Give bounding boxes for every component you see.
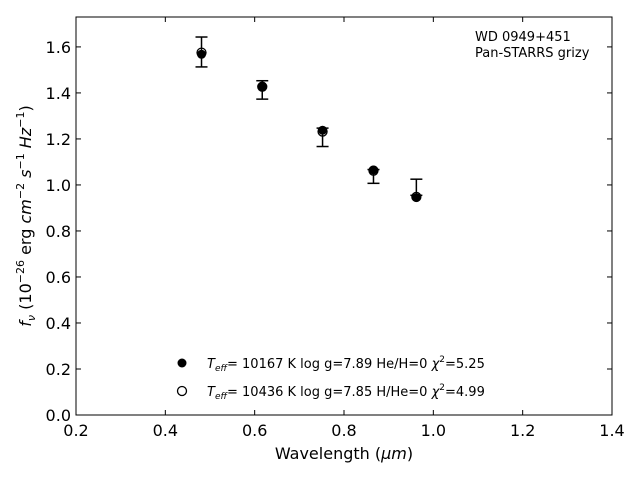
y-tick-label: 0.8 (46, 222, 71, 241)
model-point-filled (368, 165, 378, 175)
x-tick-label: 1.4 (599, 421, 624, 440)
model-point-open (411, 191, 422, 203)
data-points (196, 47, 422, 203)
legend-entry-open: Teff= 10436 K log g=7.85 H/He=0 χ2=4.99 (207, 383, 485, 402)
survey-annotation: Pan-STARRS grizy (475, 46, 590, 61)
x-tick-label: 0.8 (331, 421, 356, 440)
y-tick-label: 0.6 (46, 268, 71, 287)
y-tick-label: 0.4 (46, 314, 71, 333)
axes-frame (75, 16, 613, 416)
y-tick-label: 1.6 (46, 38, 71, 57)
y-tick-label: 1.4 (46, 84, 71, 103)
legend-entry-filled: Teff= 10167 K log g=7.89 He/H=0 χ2=5.25 (207, 355, 485, 374)
error-bars (195, 36, 423, 197)
y-tick-label: 1.2 (46, 130, 71, 149)
y-tick-label: 0.2 (46, 360, 71, 379)
x-tick-label: 0.4 (153, 421, 178, 440)
x-axis-title: Wavelength (μm) (275, 444, 413, 463)
x-tick-label: 0.6 (242, 421, 267, 440)
model-point-open (196, 47, 207, 58)
model-point-filled (411, 193, 421, 203)
y-tick-label: 0.0 (46, 406, 71, 425)
target-name-annotation: WD 0949+451 (475, 30, 571, 45)
legend-marker-filled (177, 358, 187, 368)
plot-frame (75, 16, 613, 416)
x-tick-label: 1.0 (421, 421, 446, 440)
x-tick-label: 0.2 (63, 421, 88, 440)
axis-ticks: 0.2 0.4 0.6 0.8 1.0 1.2 1.40.00.20.40.60.81.01… (46, 17, 625, 440)
model-point-open (368, 165, 379, 176)
y-axis-title: fν (10−26 erg cm−2 s−1 Hz−1) (14, 105, 38, 326)
model-point-open (257, 81, 268, 92)
y-tick-label: 1.0 (46, 176, 71, 195)
legend-marker-open (176, 385, 188, 397)
model-point-open (317, 126, 328, 137)
x-tick-label: 1.2 (510, 421, 535, 440)
legend: Teff= 10167 K log g=7.89 He/H=0 χ2=5.25 … (176, 355, 485, 402)
model-point-filled (257, 81, 267, 91)
